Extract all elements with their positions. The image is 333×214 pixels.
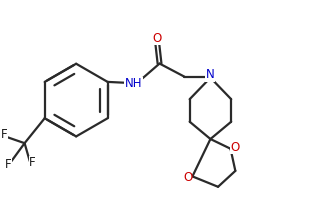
Text: F: F — [29, 156, 36, 169]
Text: F: F — [1, 128, 7, 141]
Text: NH: NH — [125, 77, 142, 90]
Text: O: O — [231, 141, 240, 154]
Text: F: F — [5, 158, 12, 171]
Text: O: O — [153, 32, 162, 45]
Text: O: O — [183, 171, 192, 184]
Text: N: N — [206, 68, 215, 81]
